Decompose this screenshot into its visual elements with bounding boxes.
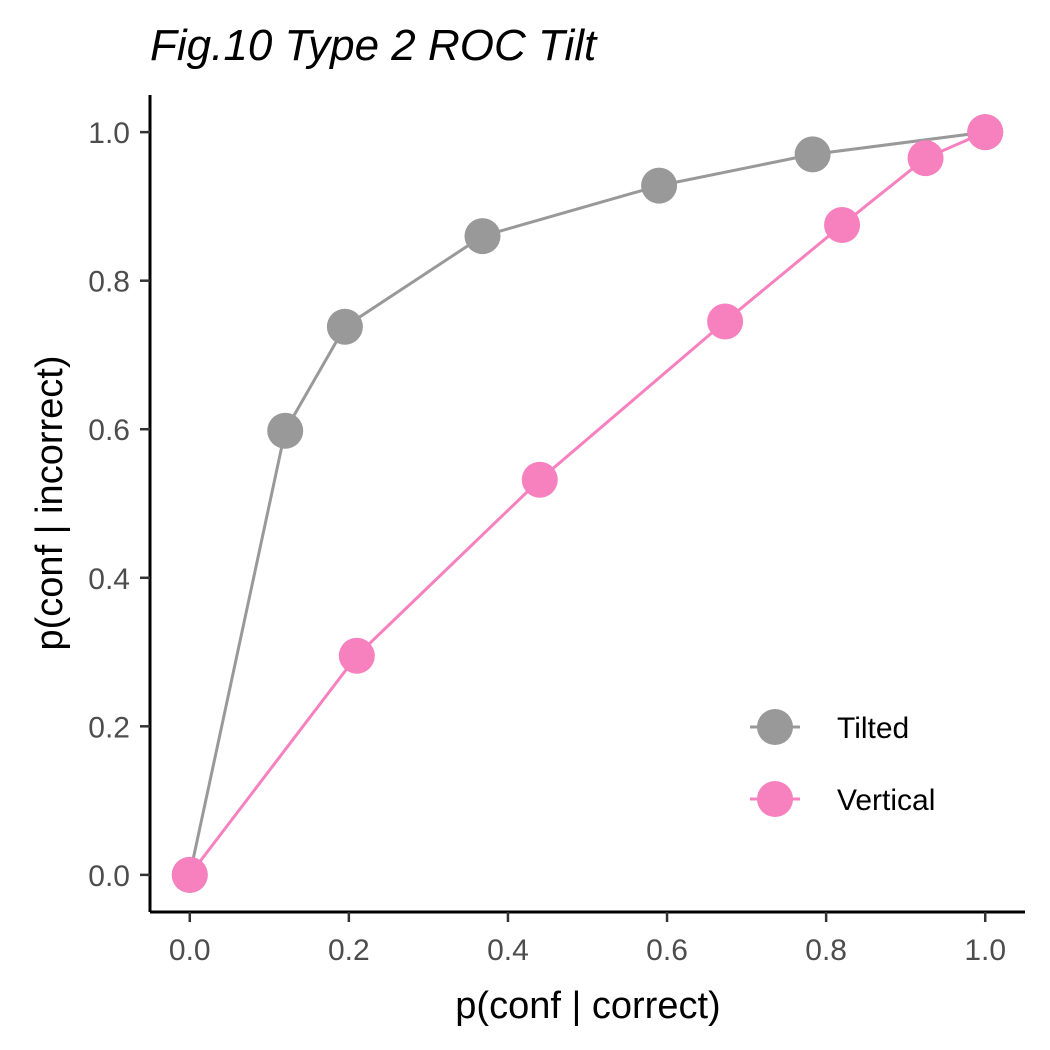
series-line-tilted bbox=[188, 130, 986, 876]
legend-key-marker bbox=[757, 781, 793, 817]
legend-label: Tilted bbox=[837, 712, 909, 745]
data-point-vertical bbox=[907, 140, 944, 177]
x-tick-label: 0.2 bbox=[328, 934, 370, 967]
x-tick-label: 0.4 bbox=[487, 934, 529, 967]
y-tick-label: 0.0 bbox=[88, 860, 130, 893]
y-tick-label: 0.6 bbox=[88, 414, 130, 447]
chart-title: Fig.10 Type 2 ROC Tilt bbox=[150, 21, 598, 70]
data-point-vertical bbox=[171, 856, 208, 893]
y-tick-label: 0.2 bbox=[88, 711, 130, 744]
data-point-tilted bbox=[641, 167, 678, 204]
data-point-vertical bbox=[824, 206, 861, 243]
y-tick-label: 0.8 bbox=[88, 266, 130, 299]
x-tick-label: 0.0 bbox=[169, 934, 211, 967]
x-tick-label: 0.6 bbox=[646, 934, 688, 967]
series-line-vertical bbox=[188, 130, 986, 876]
data-point-vertical bbox=[521, 461, 558, 498]
axes: 0.0 0.2 0.4 0.6 0.8 1.0 0.0 0.2 0.4 0.6 0.8 1.0 bbox=[88, 95, 1025, 967]
data-point-tilted bbox=[267, 412, 304, 449]
legend-label: Vertical bbox=[837, 784, 935, 817]
y-tick-label: 0.4 bbox=[88, 563, 130, 596]
legend: Tilted Vertical bbox=[750, 709, 935, 817]
y-axis-title: p(conf | incorrect) bbox=[29, 356, 71, 651]
plot-area bbox=[171, 114, 1004, 893]
data-point-vertical bbox=[338, 637, 375, 674]
data-point-vertical bbox=[707, 303, 744, 340]
x-tick-label: 1.0 bbox=[964, 934, 1006, 967]
legend-key-marker bbox=[757, 709, 793, 745]
x-tick-label: 0.8 bbox=[805, 934, 847, 967]
y-tick-label: 1.0 bbox=[88, 117, 130, 150]
data-point-tilted bbox=[464, 218, 501, 255]
data-point-vertical bbox=[967, 114, 1004, 151]
data-point-tilted bbox=[794, 136, 831, 173]
data-point-tilted bbox=[326, 308, 363, 345]
x-axis-title: p(conf | correct) bbox=[455, 985, 720, 1027]
